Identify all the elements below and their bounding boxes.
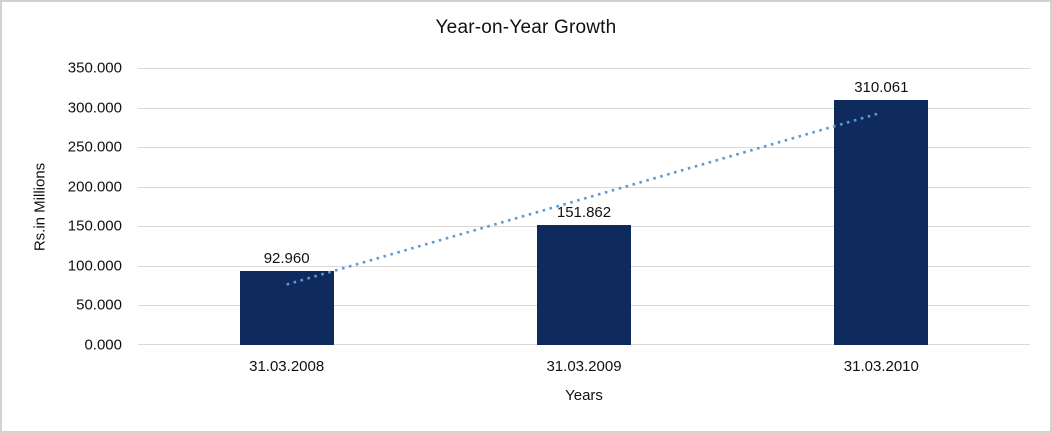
bar-value-label: 92.960 (263, 250, 310, 268)
gridline (138, 68, 1030, 69)
y-tick-label: 100.000 (67, 257, 122, 275)
y-tick-label: 350.000 (67, 59, 122, 77)
y-tick-label: 200.000 (67, 178, 122, 196)
y-tick-label: 0.000 (84, 336, 122, 354)
y-tick-label: 50.000 (76, 296, 122, 314)
y-tick-label: 150.000 (67, 217, 122, 235)
plot-area: 92.960 151.862 310.061 (138, 68, 1030, 345)
y-axis-ticks: 0.000 50.000 100.000 150.000 200.000 250.000 3… (2, 60, 122, 354)
gridline (138, 147, 1030, 149)
gridline (138, 186, 1030, 188)
chart-title: Year-on-Year Growth (435, 17, 617, 38)
bar-value-label: 310.061 (854, 78, 909, 96)
x-axis-ticks: 31.03.2008 31.03.2009 31.03.2010 (138, 358, 1030, 376)
bar (537, 224, 631, 345)
bar-value-label: 151.862 (556, 203, 612, 221)
x-category-label: 31.03.2010 (843, 358, 919, 375)
bar (834, 99, 929, 345)
x-axis-title: Years (565, 387, 603, 404)
x-category-label: 31.03.2009 (546, 358, 622, 375)
y-tick-label: 250.000 (67, 138, 122, 156)
x-category-label: 31.03.2008 (249, 358, 325, 375)
y-tick-label: 300.000 (67, 99, 122, 117)
gridline (138, 107, 1030, 109)
trendline (286, 111, 882, 286)
